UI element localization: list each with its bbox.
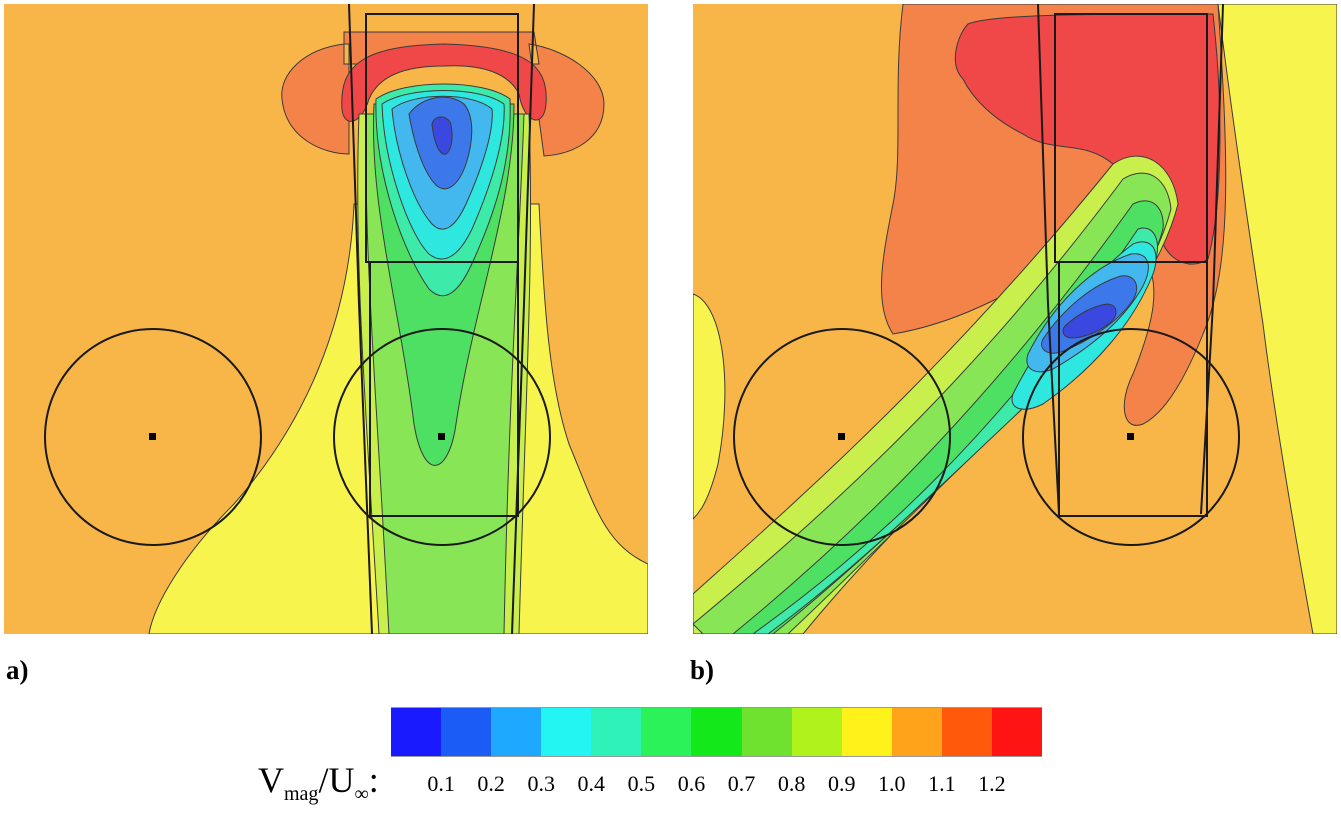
colorbar-title: Vmag/U∞: — [258, 758, 379, 816]
colorbar-tick-label: 0.3 — [527, 771, 555, 796]
colorbar-title-sub-inf: ∞ — [354, 783, 369, 805]
panel-a-left-circle — [44, 328, 262, 546]
panel-b-contour — [693, 4, 1337, 634]
colorbar-tick-label: 0.5 — [627, 771, 656, 796]
colorbar-title-main: V — [258, 760, 284, 800]
colorbar-tick-label: 1.1 — [928, 771, 956, 796]
colorbar-swatch — [991, 708, 1043, 756]
panel-b-dark-blue-region — [1062, 303, 1117, 339]
colorbar-swatch — [591, 708, 642, 756]
panel-a-label: a) — [6, 655, 29, 685]
panel-b-left-circle — [733, 328, 951, 546]
colorbar-title-colon: : — [368, 760, 379, 800]
panel-b-label: b) — [690, 655, 715, 685]
colorbar-tick-label: 0.4 — [577, 771, 606, 796]
panel-a-lower-box — [369, 261, 519, 517]
colorbar-swatch — [691, 708, 742, 756]
panel-a-tower-outline — [348, 4, 535, 634]
colorbar-swatch — [841, 708, 892, 756]
colorbar-swatch — [741, 708, 792, 756]
panel-a-right-center-marker — [438, 433, 445, 440]
panel-a-contour — [4, 4, 648, 634]
panel-a-svg — [4, 4, 648, 634]
panel-b-yellow-right — [1217, 4, 1337, 634]
colorbar-tick-label: 0.8 — [777, 771, 806, 796]
colorbar-tick-label: 0.2 — [477, 771, 505, 796]
colorbar-tick-label: 0.9 — [827, 771, 856, 796]
colorbar-tick-label: 0.7 — [727, 771, 756, 796]
panel-a-right-circle — [333, 328, 551, 546]
panel-b-lower-box — [1058, 261, 1208, 517]
panel-a-dark-blue-region — [431, 116, 453, 155]
colorbar-swatch — [791, 708, 842, 756]
panel-b-right-circle — [1022, 328, 1240, 546]
colorbar-title-sub-mag: mag — [284, 783, 319, 805]
colorbar-swatch — [541, 708, 592, 756]
colorbar-tick-label: 0.6 — [677, 771, 706, 796]
colorbar-tick-label: 0.1 — [427, 771, 455, 796]
colorbar-swatch — [941, 708, 992, 756]
panel-b-right-center-marker — [1127, 433, 1134, 440]
panel-a-left-center-marker — [149, 433, 156, 440]
colorbar-swatch — [391, 708, 442, 756]
colorbar-swatch — [491, 708, 542, 756]
colorbar-swatch — [891, 708, 942, 756]
colorbar-swatch — [641, 708, 692, 756]
panel-b-left-center-marker — [838, 433, 845, 440]
panel-b-yellow-left — [693, 293, 726, 520]
colorbar-title-mid: /U — [318, 760, 355, 800]
velocity-colorbar — [391, 707, 1043, 757]
colorbar-tick-label: 1.0 — [878, 771, 906, 796]
colorbar-swatch — [441, 708, 492, 756]
panel-a-red-region — [341, 43, 547, 122]
panel-b-tower-outline — [1037, 4, 1224, 515]
colorbar-tick-label: 1.2 — [978, 771, 1006, 796]
panel-b-svg — [693, 4, 1337, 634]
